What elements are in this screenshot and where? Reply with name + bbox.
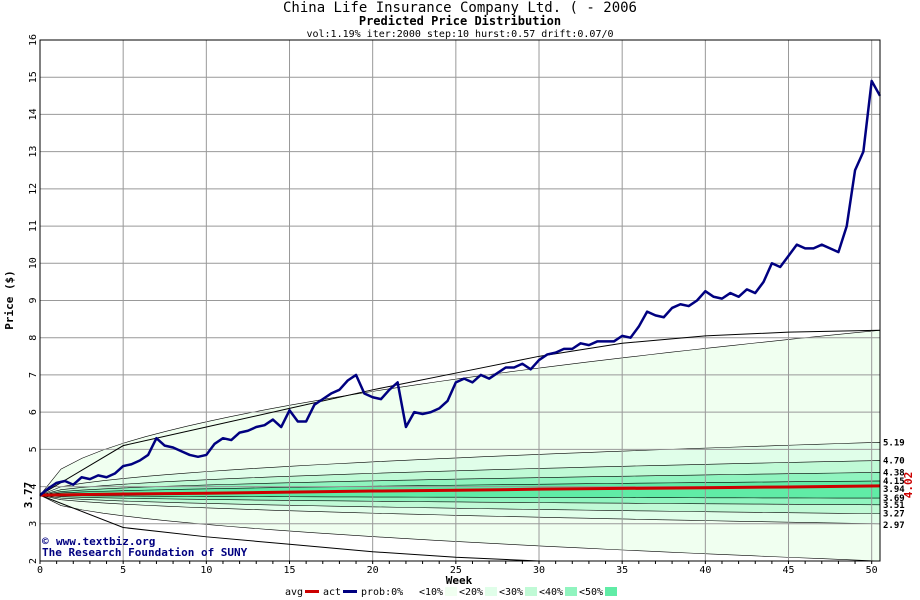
legend-label-3: <10%	[419, 587, 443, 598]
legend-label-1: act	[323, 587, 341, 598]
chart-subtitle: Predicted Price Distribution	[359, 14, 561, 28]
y-axis-label: Price ($)	[3, 270, 16, 330]
y-tick-label-5: 7	[28, 372, 39, 378]
x-tick-label-6: 30	[533, 565, 545, 576]
legend-swatch-5	[525, 587, 537, 596]
x-tick-label-5: 25	[450, 565, 462, 576]
legend-label-5: <30%	[499, 587, 523, 598]
percentile-label-3: 4.15	[883, 477, 905, 487]
y-tick-label-7: 9	[28, 297, 39, 303]
tick-labels: 0 5 10 15 20 25 30 35 40 45 5023456789101112131415…	[28, 34, 878, 576]
avg-series-line	[39, 484, 881, 497]
legend-swatch-0	[305, 590, 319, 593]
y-tick-label-14: 16	[28, 34, 39, 46]
chart-title: China Life Insurance Company Ltd. ( - 20…	[283, 0, 637, 16]
y-tick-label-0: 2	[28, 558, 39, 564]
watermark-org: The Research Foundation of SUNY	[42, 546, 248, 559]
percentile-label-1: 4.70	[883, 457, 905, 467]
x-tick-label-9: 45	[782, 565, 794, 576]
chart-params: vol:1.19% iter:2000 step:10 hurst:0.57 d…	[306, 29, 613, 40]
y-tick-label-2: 4	[28, 484, 39, 490]
act-series-line	[39, 79, 882, 497]
watermark-url: www.textbiz.org	[56, 535, 155, 548]
end-price-label: 4.02	[902, 472, 915, 499]
series-lines	[39, 79, 882, 497]
legend-label-4: <20%	[459, 587, 483, 598]
lower-envelope-line	[39, 494, 540, 562]
watermark: © www.textbiz.org The Research Foundatio…	[42, 535, 248, 559]
legend-label-6: <40%	[539, 587, 563, 598]
x-tick-label-0: 0	[37, 565, 43, 576]
x-tick-label-2: 10	[200, 565, 212, 576]
axes	[39, 39, 881, 564]
legend-swatch-4	[485, 587, 497, 596]
x-tick-label-3: 15	[283, 565, 295, 576]
percentile-label-8: 2.97	[883, 521, 905, 531]
y-tick-label-12: 14	[28, 108, 39, 120]
probability-bands	[38, 329, 881, 562]
legend-swatch-6	[565, 587, 577, 596]
percentile-label-2: 4.38	[883, 468, 905, 478]
x-tick-label-8: 40	[699, 565, 711, 576]
legend: avg act prob:0% <10% <20% <30% <40% <50%	[285, 587, 617, 598]
percentile-label-7: 3.27	[883, 510, 905, 520]
x-axis-label: Week	[446, 574, 473, 587]
y-tick-label-13: 15	[28, 71, 39, 83]
y-tick-label-1: 3	[28, 521, 39, 527]
x-tick-label-7: 35	[616, 565, 628, 576]
percentile-label-5: 3.69	[883, 494, 905, 504]
percentile-label-6: 3.51	[883, 501, 905, 511]
y-tick-label-6: 8	[28, 335, 39, 341]
legend-swatch-1	[343, 590, 357, 593]
y-tick-label-9: 11	[28, 220, 39, 232]
percentile-labels: 5.19 4.704.384.153.943.693.513.272.97	[883, 438, 905, 531]
percentile-label-0: 5.19	[883, 438, 905, 448]
legend-swatch-2	[405, 587, 417, 596]
x-tick-label-1: 5	[120, 565, 126, 576]
legend-swatch-7	[605, 587, 617, 596]
upper-envelope-line	[39, 329, 881, 496]
legend-label-0: avg	[285, 587, 303, 598]
start-price-label: 3.77	[22, 482, 35, 509]
y-tick-label-11: 13	[28, 146, 39, 158]
percentile-label-4: 3.94	[883, 485, 905, 495]
y-tick-label-4: 6	[28, 409, 39, 415]
legend-swatch-3	[445, 587, 457, 596]
legend-label-7: <50%	[579, 587, 603, 598]
envelope-lines	[39, 329, 881, 562]
y-tick-label-3: 5	[28, 446, 39, 452]
x-tick-label-10: 50	[866, 565, 878, 576]
copyright-icon: ©	[42, 535, 49, 548]
legend-label-2: prob:0%	[361, 587, 403, 598]
y-tick-label-8: 10	[28, 257, 39, 269]
plot-frame	[39, 39, 881, 562]
y-tick-label-10: 12	[28, 183, 39, 195]
x-tick-label-4: 20	[367, 565, 379, 576]
